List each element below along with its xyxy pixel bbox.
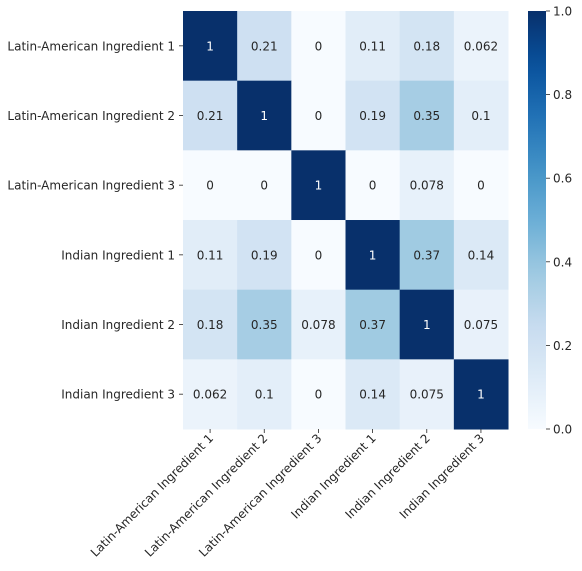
cell-value-label: 0.075 (464, 318, 498, 332)
y-tick-label: Latin-American Ingredient 2 (7, 109, 175, 123)
heatmap-cell (183, 220, 238, 291)
y-axis-ticks: Latin-American Ingredient 1 Latin-America… (7, 39, 183, 402)
cell-value-label: 0.078 (410, 179, 444, 193)
heatmap-cell (399, 359, 455, 430)
cell-value-label: 1 (369, 248, 377, 262)
heatmap-cell (399, 11, 455, 82)
heatmap-cell (345, 359, 401, 430)
cell-value-label: 0 (315, 388, 323, 402)
heatmap-cell (345, 150, 401, 221)
cell-value-label: 0.062 (193, 388, 227, 402)
heatmap-cell (345, 289, 401, 360)
heatmap-cell (399, 150, 455, 221)
heatmap-cell (291, 150, 347, 221)
heatmap-cell (183, 359, 238, 430)
cell-value-label: 0 (260, 179, 268, 193)
cell-value-label: 0 (477, 179, 485, 193)
cell-value-label: 0.37 (413, 248, 440, 262)
heatmap-cell (237, 220, 292, 291)
colorbar: 0.0 0.2 0.4 0.6 0.8 1.0 (528, 5, 572, 437)
cell-value-label: 0.1 (471, 109, 490, 123)
heatmap-cell (345, 80, 401, 151)
cell-value-label: 0.19 (251, 248, 278, 262)
y-tick-label: Indian Ingredient 1 (61, 248, 175, 262)
cell-value-label: 0.18 (197, 318, 224, 332)
y-tick-label: Latin-American Ingredient 1 (7, 39, 175, 53)
cell-value-label: 0.35 (251, 318, 278, 332)
colorbar-tick-label: 0.4 (553, 255, 572, 269)
cell-value-label: 0.11 (197, 248, 224, 262)
heatmap-cell (291, 289, 347, 360)
heatmap-cell (291, 359, 347, 430)
heatmap-cell (183, 289, 238, 360)
colorbar-gradient (528, 11, 546, 429)
heatmap-cell (183, 80, 238, 151)
heatmap-cell (453, 289, 509, 360)
cell-value-label: 0.19 (359, 109, 386, 123)
cell-value-label: 0.1 (255, 388, 274, 402)
heatmap-cell (399, 289, 455, 360)
heatmap-cell (399, 80, 455, 151)
heatmap-cell (453, 80, 509, 151)
heatmap-cell (237, 80, 292, 151)
cell-value-label: 0.14 (468, 248, 495, 262)
cell-value-label: 1 (206, 39, 214, 53)
cell-value-label: 0.11 (359, 39, 386, 53)
heatmap-cell (237, 11, 292, 82)
heatmap-cell (453, 150, 509, 221)
heatmap-cell (237, 359, 292, 430)
heatmap-cell (345, 220, 401, 291)
cell-value-label: 0.21 (197, 109, 224, 123)
cell-value-label: 0.078 (301, 318, 335, 332)
heatmap-cell (237, 289, 292, 360)
heatmap-cell (183, 11, 238, 82)
colorbar-tick-label: 0.0 (553, 423, 572, 437)
cell-value-label: 0.21 (251, 39, 278, 53)
heatmap-cell (291, 220, 347, 291)
y-tick-label: Indian Ingredient 3 (61, 388, 175, 402)
cell-value-label: 1 (477, 388, 485, 402)
colorbar-tick-label: 1.0 (553, 5, 572, 19)
heatmap-cell (453, 359, 509, 430)
cell-value-label: 0.18 (413, 39, 440, 53)
cell-value-label: 0 (315, 248, 323, 262)
cell-value-label: 0.37 (359, 318, 386, 332)
cell-value-label: 1 (315, 179, 323, 193)
colorbar-tick-label: 0.2 (553, 339, 572, 353)
cell-value-label: 0 (206, 179, 214, 193)
colorbar-tick-label: 0.8 (553, 88, 572, 102)
heatmap-cell (237, 150, 292, 221)
heatmap-cell (453, 220, 509, 291)
heatmap-cell (453, 11, 509, 82)
cell-value-label: 0 (315, 39, 323, 53)
cell-value-label: 0 (315, 109, 323, 123)
colorbar-tick-label: 0.6 (553, 172, 572, 186)
cell-value-label: 1 (423, 318, 431, 332)
x-axis-ticks: Latin-American Ingredient 1Latin-America… (88, 429, 487, 560)
cell-value-label: 0.075 (410, 388, 444, 402)
cell-value-label: 0.35 (413, 109, 440, 123)
cell-value-label: 0.062 (464, 39, 498, 53)
cell-value-label: 0.14 (359, 388, 386, 402)
heatmap-cell (399, 220, 455, 291)
y-tick-label: Indian Ingredient 2 (61, 318, 175, 332)
heatmap-cell (291, 11, 347, 82)
y-tick-label: Latin-American Ingredient 3 (7, 179, 175, 193)
heatmap-cell (291, 80, 347, 151)
heatmap-cell (183, 150, 238, 221)
cell-value-label: 1 (260, 109, 268, 123)
cell-value-label: 0 (369, 179, 377, 193)
heatmap-cell (345, 11, 401, 82)
